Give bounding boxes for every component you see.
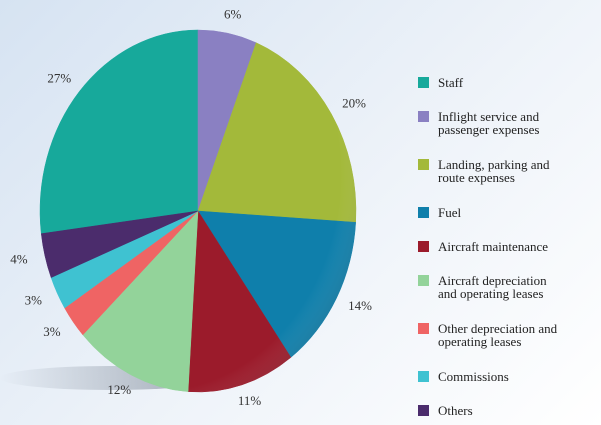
legend-swatch [418,111,429,122]
data-label: 11% [238,393,262,408]
legend-item: Other depreciation and operating leases [418,322,601,348]
data-label: 12% [107,382,131,397]
legend-item: Aircraft depreciation and operating leas… [418,274,601,300]
legend-swatch [418,275,429,286]
legend-item: Others [418,404,601,417]
legend-item: Commissions [418,370,601,383]
data-label: 3% [25,292,43,307]
legend-label: Others [438,403,473,418]
legend-swatch [418,77,429,88]
data-label: 14% [348,298,372,313]
legend-item: Staff [418,76,601,89]
legend-label: Commissions [438,369,509,384]
legend-item: Landing, parking and route expenses [418,158,601,184]
legend-swatch [418,207,429,218]
legend-label: Aircraft maintenance [438,239,549,254]
legend-item: Aircraft maintenance [418,240,601,253]
data-label: 27% [47,70,71,85]
legend-label: Inflight service and passenger expenses [438,109,540,137]
data-label: 3% [43,324,61,339]
legend-swatch [418,371,429,382]
legend-swatch [418,241,429,252]
data-label: 6% [224,6,242,21]
data-label: 4% [10,251,28,266]
legend-label: Fuel [438,205,462,220]
legend-label: Aircraft depreciation and operating leas… [438,273,547,301]
pie-slice [39,29,199,234]
legend-label: Landing, parking and route expenses [438,157,550,185]
legend-label: Other depreciation and operating leases [438,321,558,349]
legend-swatch [418,159,429,170]
legend-swatch [418,323,429,334]
legend-item: Inflight service and passenger expenses [418,110,601,136]
legend-item: Fuel [418,206,601,219]
legend-label: Staff [438,75,464,90]
data-label: 20% [342,95,366,110]
legend: Staff Inflight service and passenger expe… [418,76,601,425]
legend-swatch [418,405,429,416]
